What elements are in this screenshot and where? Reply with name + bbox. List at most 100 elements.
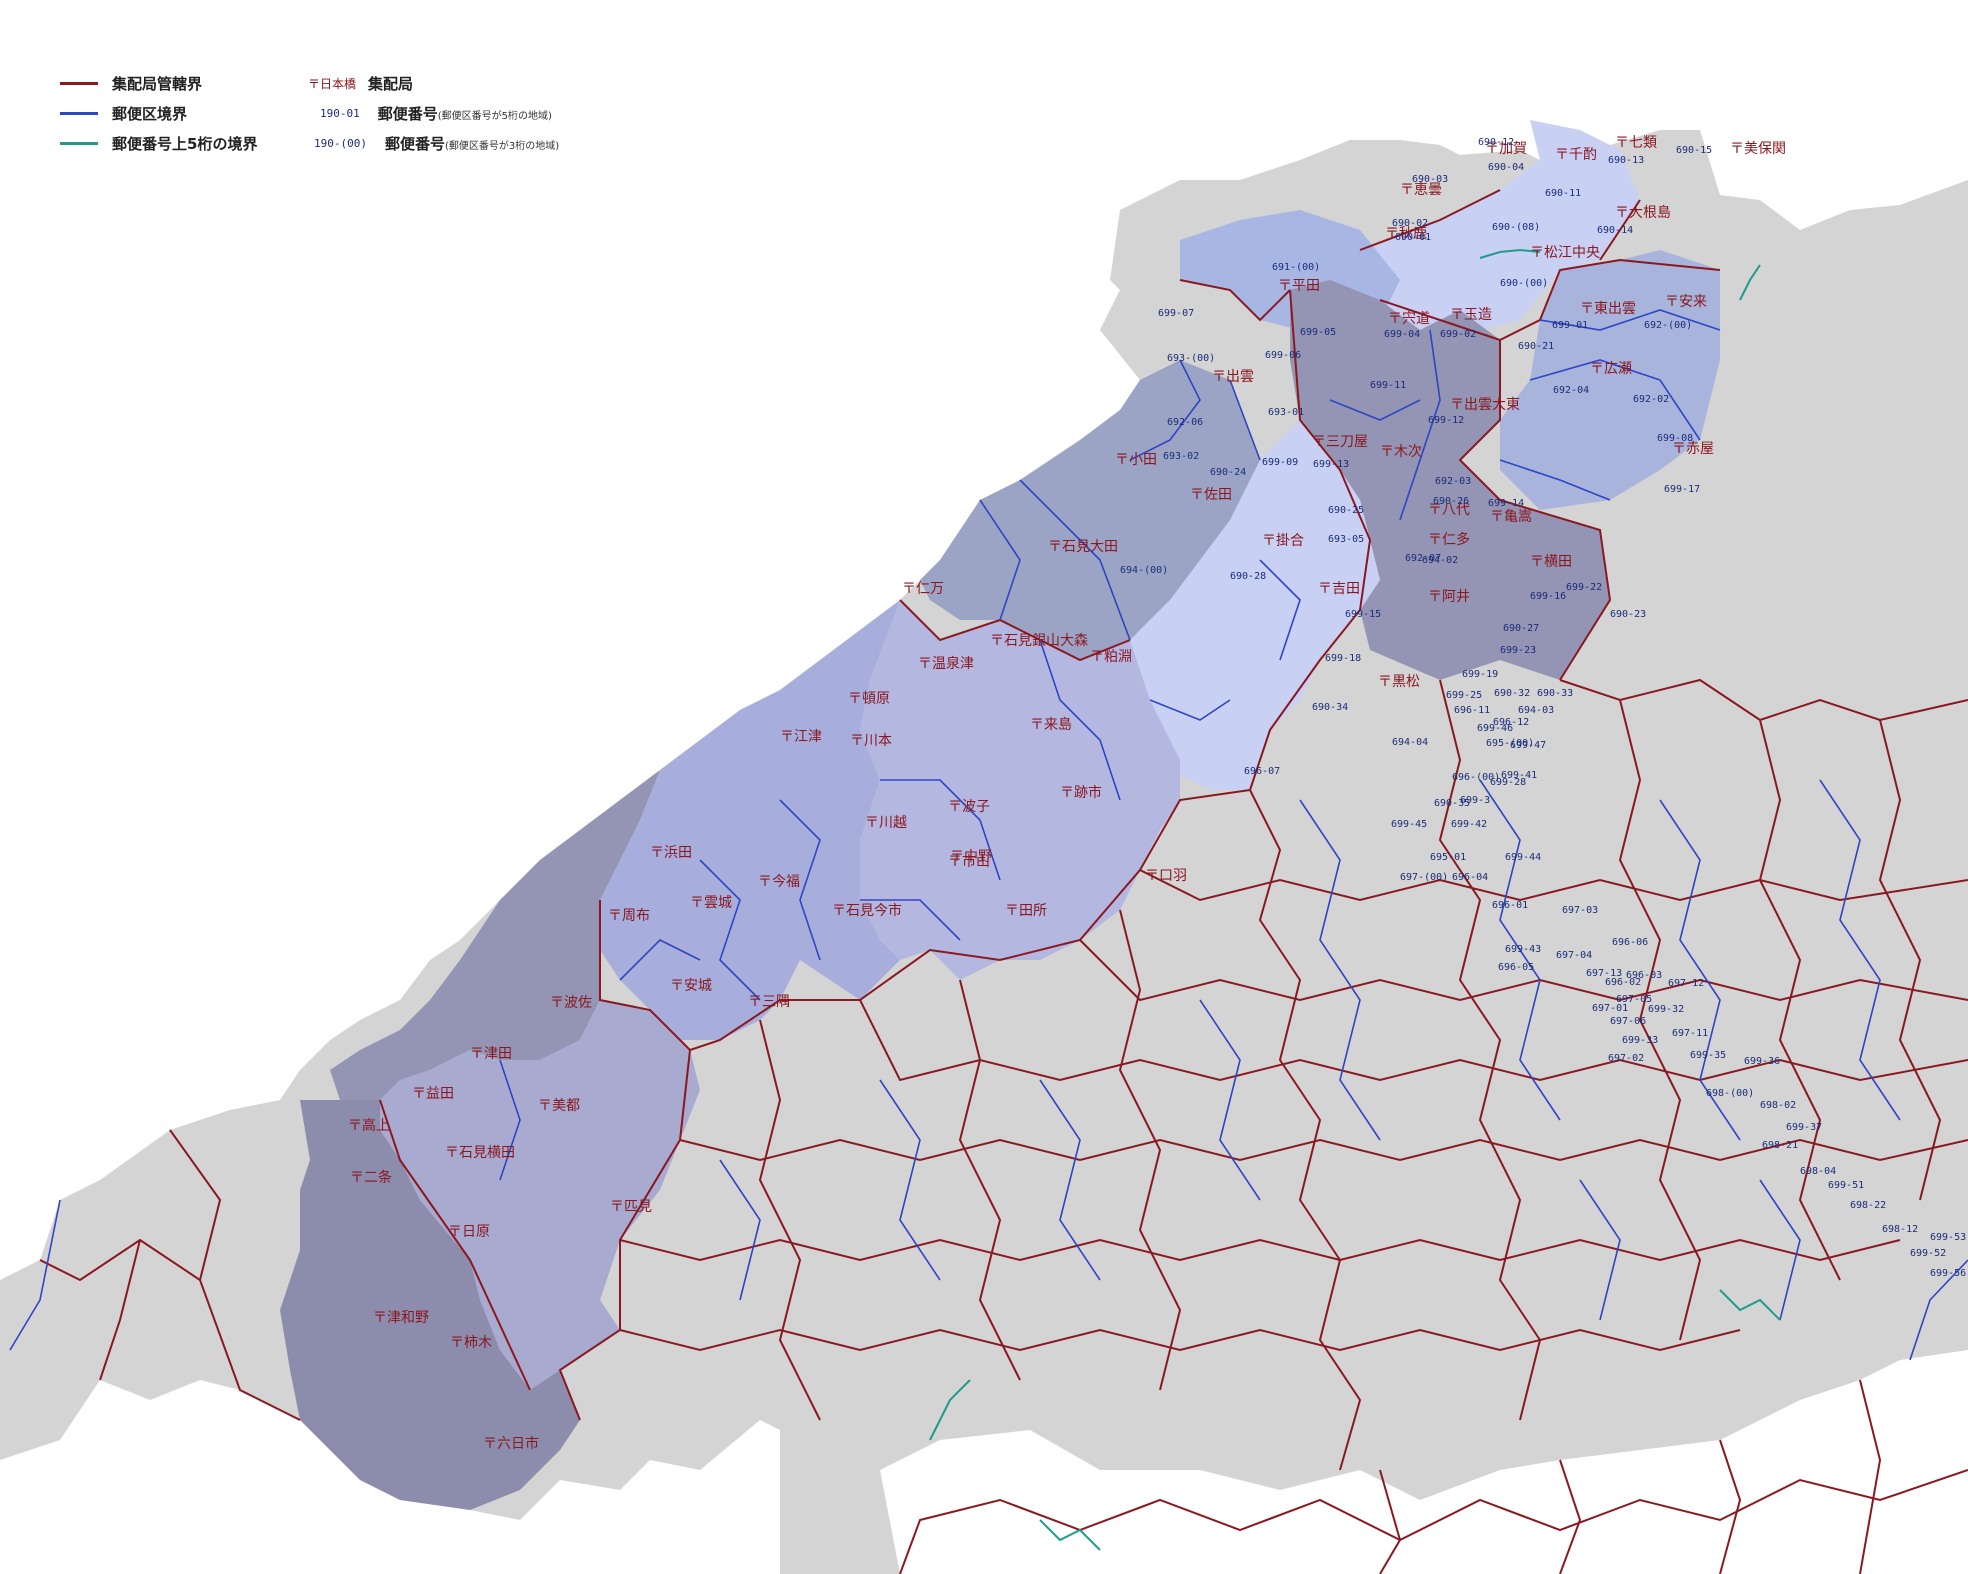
post-office-label: 〒市山 (948, 853, 990, 870)
postal-code-label: 690-11 (1545, 188, 1581, 199)
postal-code-label: 699-51 (1828, 1180, 1864, 1191)
postal-code-label: 696-02 (1605, 977, 1641, 988)
postal-code-label: 699-45 (1391, 819, 1427, 830)
zone-ota (920, 360, 1260, 660)
postal-code-label: 690-23 (1610, 609, 1646, 620)
post-office-label: 〒佐田 (1190, 487, 1232, 503)
post-office-label: 〒安城 (670, 978, 712, 994)
post-office-label: 〒秋鹿 (1385, 225, 1427, 242)
post-office-label: 〒粕淵 (1090, 649, 1132, 665)
postal-code-label: 699-44 (1505, 852, 1541, 863)
zone-masuda (380, 1000, 700, 1390)
post-office-label: 〒東出雲 (1580, 301, 1636, 317)
postal-code-label: 696-01 (1492, 900, 1528, 911)
postal-code-label: 699-33 (1622, 1035, 1658, 1046)
post-office-label: 〒大根島 (1615, 205, 1671, 221)
legend-code5-note: (郵便区番号が5桁の地域) (437, 110, 552, 122)
legend-row-office: 〒日本橋 集配局 (308, 70, 413, 96)
postal-code-label: 699-05 (1300, 327, 1336, 338)
postal-code-label: 690-14 (1597, 225, 1633, 236)
postal-code-label: 696-03 (1626, 970, 1662, 981)
legend-row-prefix: 郵便番号上5桁の境界 (60, 130, 257, 156)
post-office-label: 〒阿井 (1428, 589, 1470, 605)
postal-code-label: 690-04 (1488, 162, 1524, 173)
post-office-label: 〒七類 (1615, 135, 1657, 151)
post-office-label: 〒宍道 (1388, 311, 1430, 327)
post-office-label: 〒八代 (1428, 502, 1470, 518)
postal-code-label: 694-(00) (1120, 565, 1168, 576)
post-office-label: 〒広瀬 (1590, 361, 1632, 377)
post-office-label: 〒石見銀山大森 (990, 633, 1088, 649)
zone-sumi (330, 770, 660, 1100)
postal-code-label: 699-56 (1930, 1268, 1966, 1279)
postal-code-label: 699-09 (1262, 457, 1298, 468)
postal-code-label: 699-18 (1325, 653, 1361, 664)
post-office-label: 〒今福 (758, 874, 800, 890)
postal-code-label: 699-08 (1657, 433, 1693, 444)
zone-hamada (600, 600, 900, 1040)
postal-code-label: 697-(00) (1400, 872, 1448, 883)
post-office-label: 〒千酌 (1555, 147, 1597, 163)
post-office-label: 〒掛合 (1262, 533, 1304, 549)
zone-yasugi (1500, 250, 1720, 510)
postal-code-label: 690-25 (1328, 505, 1364, 516)
postal-code-label: 690-12 (1478, 137, 1514, 148)
postal-code-label: 692-07 (1405, 553, 1441, 564)
postal-code-label: 699-02 (1440, 329, 1476, 340)
postal-code-label: 694-03 (1518, 705, 1554, 716)
zone-izumo-south (1290, 280, 1610, 680)
postal-code-label: 690-15 (1676, 145, 1712, 156)
postal-code-label: 699-47 (1510, 740, 1546, 751)
postal-code-label: 699-01 (1552, 320, 1588, 331)
postal-code-label: 695-01 (1430, 852, 1466, 863)
legend-jurisdiction-label: 集配局管轄界 (112, 74, 203, 93)
postal-code-label: 690-33 (1537, 688, 1573, 699)
postal-code-label: 697-06 (1610, 1016, 1646, 1027)
post-office-label: 〒川本 (850, 733, 892, 749)
postal-code-label: 699-42 (1451, 819, 1487, 830)
post-office-label: 〒津田 (470, 1046, 512, 1062)
post-office-label: 〒恵曇 (1400, 182, 1442, 198)
legend-code5-label: 郵便番号(郵便区番号が5桁の地域) (378, 103, 552, 124)
postal-code-label: 696-07 (1244, 766, 1280, 777)
postal-code-label: 696-06 (1612, 937, 1648, 948)
postal-code-label: 699-16 (1530, 591, 1566, 602)
post-office-label: 〒玉造 (1450, 307, 1492, 323)
post-office-label: 〒平田 (1278, 278, 1320, 294)
postal-code-label: 696-11 (1454, 705, 1490, 716)
postal-code-label: 690-34 (1312, 702, 1348, 713)
postal-code-label: 690-26 (1433, 496, 1469, 507)
zone-kawamoto (860, 600, 1180, 980)
postal-code-label: 699-23 (1500, 645, 1536, 656)
postal-code-label: 699-35 (1690, 1050, 1726, 1061)
legend-code3-text: 郵便番号 (384, 134, 445, 153)
post-office-label: 〒松江中央 (1530, 245, 1600, 261)
postal-code-label: 690-(00) (1500, 278, 1548, 289)
postal-code-label: 698-02 (1760, 1100, 1796, 1111)
post-office-label: 〒赤屋 (1672, 441, 1714, 457)
postal-code-label: 696-04 (1452, 872, 1488, 883)
legend-row-district: 郵便区境界 (60, 100, 187, 126)
post-office-label: 〒頓原 (848, 691, 890, 707)
post-office-label: 〒出雲 (1212, 369, 1254, 385)
post-office-label: 〒横田 (1530, 554, 1572, 570)
legend-code3-note: (郵便区番号が3桁の地域) (445, 140, 560, 152)
postal-code-label: 692-02 (1633, 394, 1669, 405)
postal-code-label: 690-32 (1494, 688, 1530, 699)
legend-code3-label: 郵便番号(郵便区番号が3桁の地域) (385, 133, 559, 154)
post-office-label: 〒二条 (350, 1169, 392, 1186)
post-office-label: 〒石見横田 (445, 1145, 515, 1161)
map-legend: 集配局管轄界 郵便区境界 郵便番号上5桁の境界 〒日本橋 集配局 190-01 … (60, 70, 620, 160)
postal-code-label: 698-04 (1800, 1166, 1836, 1177)
postal-code-label: 690-(08) (1492, 222, 1540, 233)
post-office-label: 〒来島 (1030, 717, 1072, 733)
postal-code-label: 693-(00) (1167, 353, 1215, 364)
post-office-label: 〒口羽 (1145, 868, 1187, 884)
post-office-label: 〒益田 (412, 1086, 454, 1102)
postal-code-label: 699-14 (1488, 498, 1524, 509)
post-office-label: 〒田所 (1005, 903, 1047, 919)
postal-code-label: 690-21 (1518, 341, 1554, 352)
zone-tsuwano (280, 1100, 580, 1510)
legend-row-code5: 190-01 郵便番号(郵便区番号が5桁の地域) (320, 100, 552, 126)
